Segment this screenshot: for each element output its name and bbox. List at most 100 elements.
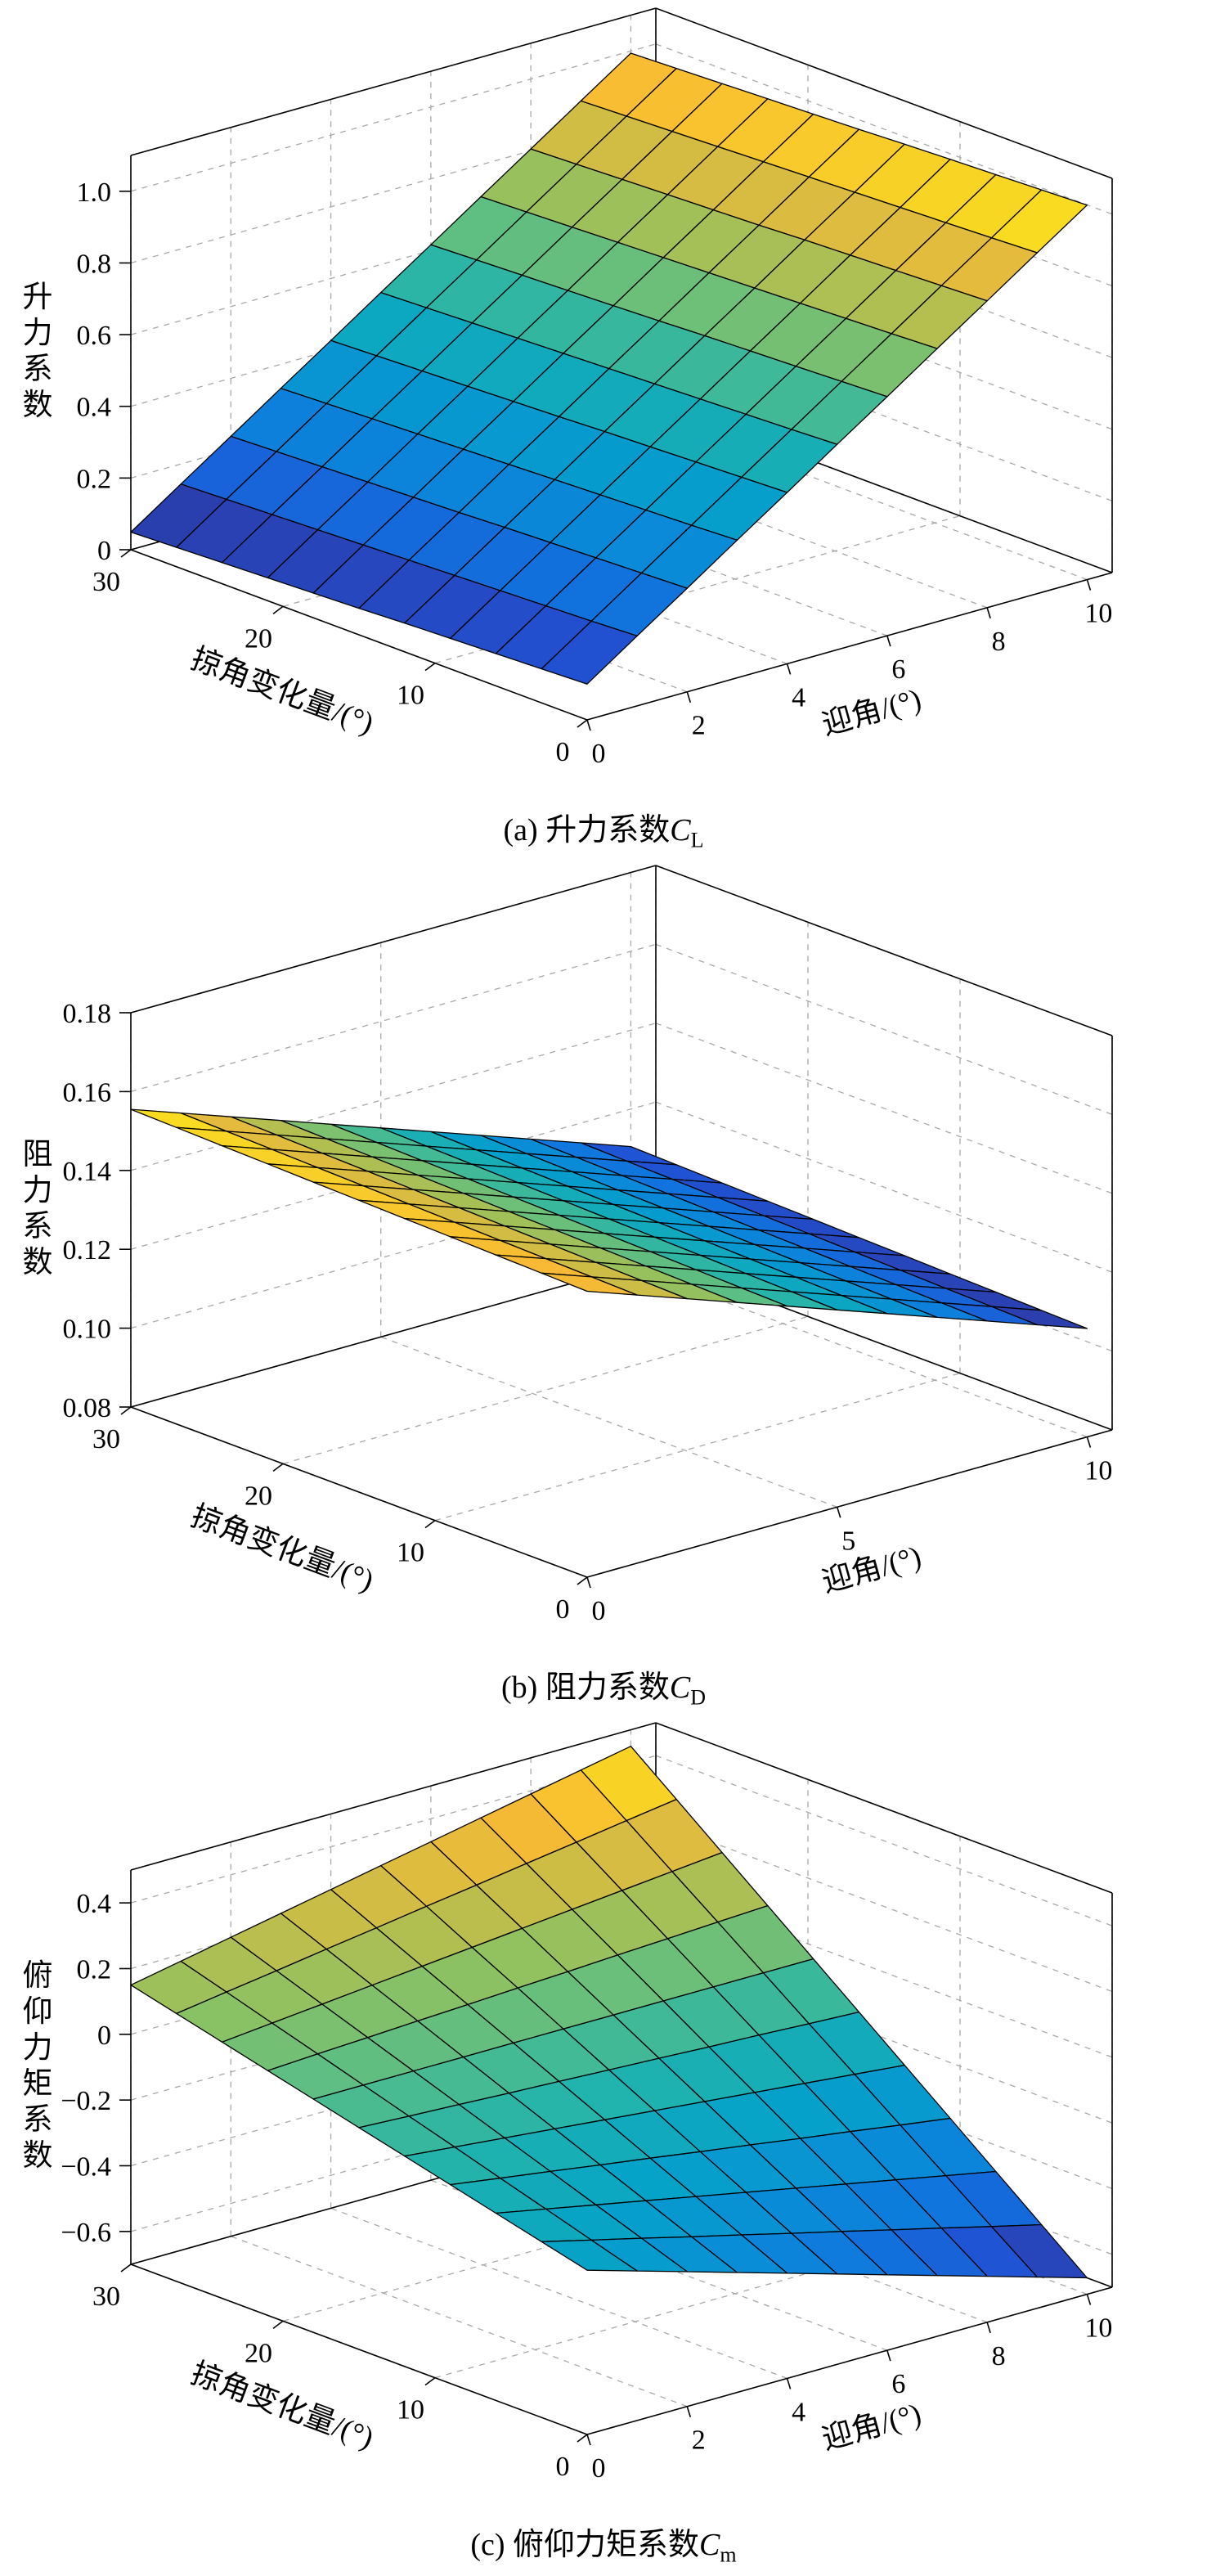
- z-axis-title: 阻力系数: [23, 1138, 53, 1279]
- svg-text:5: 5: [841, 1526, 855, 1556]
- surface-mesh: [130, 1108, 1088, 1329]
- svg-text:0.14: 0.14: [63, 1157, 112, 1187]
- z-axis-title: 俯仰力矩系数: [23, 1958, 53, 2173]
- svg-text:力: 力: [23, 2031, 53, 2065]
- svg-text:0: 0: [592, 1596, 606, 1626]
- caption-b: (b) 阻力系数CD: [0, 1667, 1207, 1715]
- svg-text:0.18: 0.18: [63, 999, 112, 1029]
- drag-coefficient-surface-chart: 0 5 10 0 10 20 300.08 0.10 0.12 0.14 0.16 0.18 迎角/(°…: [23, 865, 1113, 1626]
- svg-text:20: 20: [245, 2338, 272, 2368]
- x-axis-title: 迎角/(°): [819, 1540, 925, 1600]
- svg-text:2: 2: [692, 2425, 706, 2456]
- svg-text:30: 30: [92, 567, 120, 597]
- y-tick-labels: 0 10 20 30: [92, 1424, 570, 1625]
- svg-text:20: 20: [245, 1481, 272, 1511]
- y-axis-title: 掠角变化量/(°): [186, 2356, 379, 2456]
- caption-b-text: (b) 阻力系数: [501, 1670, 670, 1705]
- svg-text:0.4: 0.4: [77, 393, 112, 423]
- svg-text:20: 20: [245, 623, 272, 654]
- z-tick-labels: 0 0.2 0.4 0.6 0.8 1.0: [77, 178, 112, 566]
- svg-text:0.16: 0.16: [63, 1077, 112, 1108]
- svg-text:10: 10: [397, 2395, 424, 2425]
- z-axis-title: 升力系数: [23, 281, 53, 422]
- surface-mesh: [130, 52, 1088, 685]
- x-tick-labels: 0 2 4 6 8 10: [592, 599, 1113, 769]
- svg-text:俯: 俯: [23, 1958, 53, 1993]
- svg-text:0: 0: [556, 737, 570, 767]
- svg-text:0: 0: [97, 2021, 111, 2051]
- svg-text:系: 系: [23, 353, 53, 386]
- figure-panel-b: 0 5 10 0 10 20 30 0.08 0.10 0.12 0.14 0.16 0.18 迎角/(°…: [0, 857, 1207, 1715]
- x-axis-title: 迎角/(°): [819, 682, 925, 743]
- svg-text:2: 2: [692, 711, 706, 741]
- svg-text:0.12: 0.12: [63, 1235, 112, 1266]
- figure-panel-c: 0 2 4 6 8 10 0 10 20 30 −0.6 −0.4 −0.2 0 0.2 0.4 迎角/(°) 掠…: [0, 1715, 1207, 2572]
- svg-text:30: 30: [92, 1424, 120, 1454]
- lift-coefficient-surface-chart: 0246810010203000.20.40.60.81.0迎角/(°)掠角变化…: [23, 7, 1113, 769]
- pitching-moment-surface-chart: 0 2 4 6 8 10 0 10 20 30 −0.6 −0.4 −0.2 0 0.2 0.4 迎角/(°) 掠…: [23, 1722, 1113, 2484]
- surface-mesh: [130, 1746, 1088, 2279]
- tick-marks: [119, 1012, 1092, 1589]
- svg-text:1.0: 1.0: [77, 178, 112, 208]
- svg-text:数: 数: [23, 2138, 53, 2173]
- svg-text:8: 8: [992, 627, 1006, 657]
- svg-text:0.2: 0.2: [77, 464, 112, 494]
- svg-text:−0.2: −0.2: [61, 2086, 111, 2116]
- svg-text:系: 系: [23, 1210, 53, 1243]
- caption-a: (a) 升力系数CL: [0, 810, 1207, 857]
- caption-c: (c) 俯仰力矩系数Cm: [0, 2524, 1207, 2572]
- svg-text:10: 10: [397, 1538, 424, 1568]
- svg-text:0: 0: [556, 1594, 570, 1625]
- svg-text:升: 升: [23, 281, 53, 314]
- x-tick-labels: 0 2 4 6 8 10: [592, 2313, 1113, 2484]
- z-tick-labels: −0.6 −0.4 −0.2 0 0.2 0.4: [61, 1889, 111, 2248]
- svg-text:矩: 矩: [23, 2067, 53, 2101]
- caption-c-text: (c) 俯仰力矩系数: [470, 2528, 700, 2562]
- svg-text:0.4: 0.4: [77, 1889, 112, 1919]
- svg-text:0: 0: [97, 536, 111, 566]
- svg-text:0: 0: [592, 2453, 606, 2484]
- svg-text:8: 8: [992, 2341, 1006, 2371]
- caption-a-subscript: L: [690, 828, 704, 852]
- svg-text:阻: 阻: [23, 1138, 53, 1171]
- caption-b-symbol: C: [669, 1670, 691, 1705]
- svg-text:4: 4: [792, 2397, 805, 2427]
- caption-a-symbol: C: [670, 813, 691, 847]
- caption-b-subscript: D: [690, 1685, 706, 1710]
- caption-a-text: (a) 升力系数: [503, 813, 671, 847]
- svg-text:0.2: 0.2: [77, 1955, 112, 1985]
- y-tick-labels: 0 10 20 30: [92, 567, 570, 767]
- svg-text:0.08: 0.08: [63, 1393, 112, 1423]
- svg-text:10: 10: [1084, 1456, 1112, 1486]
- svg-text:6: 6: [891, 654, 905, 685]
- svg-text:力: 力: [23, 317, 53, 350]
- svg-text:10: 10: [1084, 599, 1112, 629]
- svg-text:10: 10: [1084, 2313, 1112, 2344]
- svg-text:0.8: 0.8: [77, 249, 112, 279]
- y-axis-title: 掠角变化量/(°): [186, 641, 379, 741]
- svg-text:0.6: 0.6: [77, 321, 112, 351]
- x-tick-labels: 0 5 10: [592, 1456, 1113, 1626]
- caption-c-subscript: m: [720, 2542, 737, 2567]
- svg-text:−0.6: −0.6: [61, 2218, 111, 2248]
- svg-text:数: 数: [23, 1245, 53, 1279]
- svg-text:30: 30: [92, 2282, 120, 2312]
- tick-marks: [119, 191, 1092, 731]
- svg-text:力: 力: [23, 1174, 53, 1207]
- y-axis-title: 掠角变化量/(°): [186, 1499, 379, 1598]
- caption-c-symbol: C: [699, 2528, 720, 2562]
- z-tick-labels: 0.08 0.10 0.12 0.14 0.16 0.18: [63, 999, 112, 1423]
- svg-text:0: 0: [556, 2452, 570, 2482]
- svg-text:0.10: 0.10: [63, 1315, 112, 1345]
- svg-text:10: 10: [397, 681, 424, 711]
- svg-text:系: 系: [23, 2103, 53, 2137]
- svg-text:仰: 仰: [23, 1995, 53, 2029]
- svg-text:0: 0: [592, 739, 606, 769]
- x-axis-title: 迎角/(°): [819, 2397, 925, 2457]
- y-tick-labels: 0 10 20 30: [92, 2282, 570, 2482]
- figure-panel-a: 0 2 4 6 8 10 0 10 20 30 0 0.2 0.4 0.6 0.8 1.0 迎角/(°) 掠角变化…: [0, 0, 1207, 857]
- svg-text:数: 数: [23, 388, 53, 422]
- svg-text:4: 4: [792, 682, 805, 713]
- tick-marks: [119, 1902, 1092, 2446]
